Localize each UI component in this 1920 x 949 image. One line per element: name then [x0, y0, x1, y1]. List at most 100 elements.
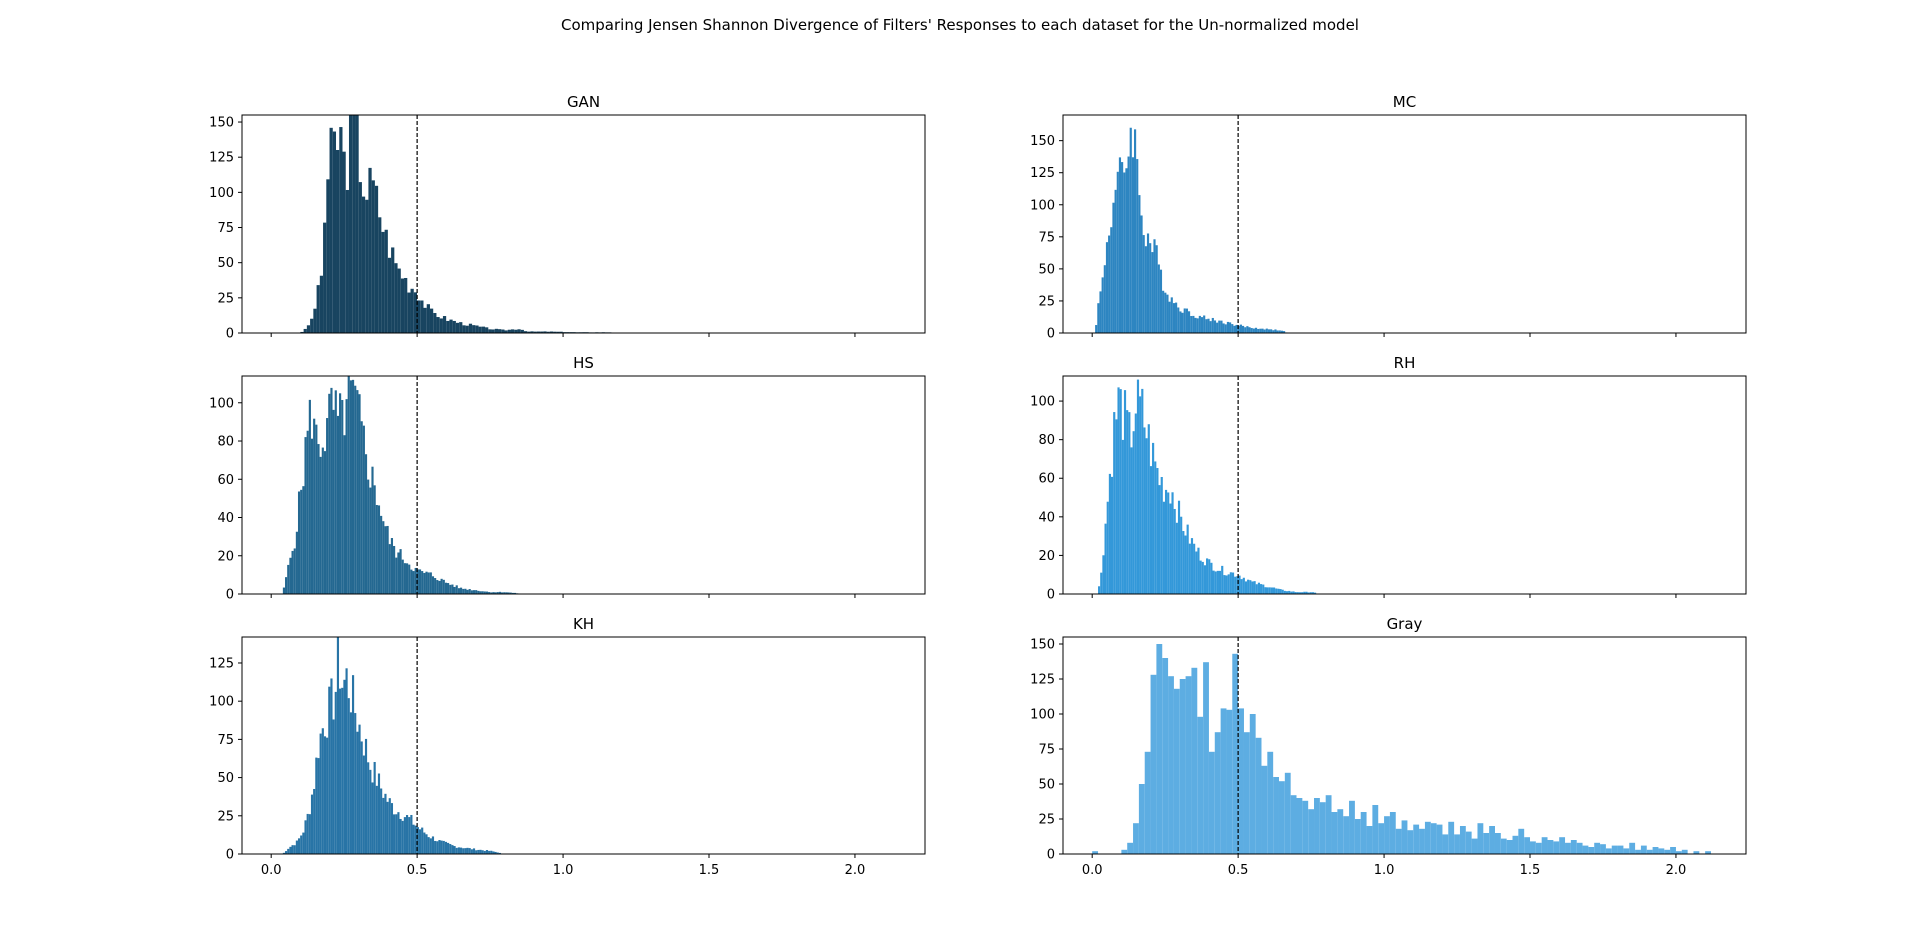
histogram-bar [1254, 327, 1258, 333]
histogram-bar [1524, 837, 1531, 854]
histogram-bar [1274, 329, 1277, 333]
histogram-bar [1272, 330, 1275, 333]
y-tick-label: 60 [217, 473, 234, 488]
histogram-bar [1221, 565, 1224, 594]
histogram-bar [1294, 592, 1297, 594]
histogram-bar [1147, 424, 1150, 594]
histogram-bar [1197, 716, 1204, 854]
histogram-bar [1617, 845, 1624, 854]
x-tick-label: 2.0 [1666, 863, 1687, 878]
histogram-bar [1141, 388, 1144, 594]
histogram-bar [427, 837, 430, 854]
histogram-bar [1646, 849, 1653, 854]
histogram-bar [449, 319, 453, 333]
histogram-bar [1565, 842, 1571, 854]
histogram-bar [1278, 781, 1285, 854]
histogram-bar [1149, 243, 1152, 333]
histogram-bar [1203, 315, 1206, 333]
histogram-bar [345, 668, 348, 854]
histogram-bar [483, 591, 486, 594]
histogram-bar [410, 569, 413, 594]
y-tick-label: 100 [1030, 198, 1055, 213]
histogram-bar [1158, 485, 1161, 594]
histogram-bar [511, 592, 514, 594]
histogram-bar [1401, 820, 1408, 854]
histogram-bar [1180, 516, 1183, 594]
histogram-bar [1179, 679, 1186, 854]
histogram-bar [1100, 572, 1103, 594]
y-tick-label: 0 [226, 848, 234, 863]
histogram-bar [310, 794, 314, 854]
histogram-bar [1301, 592, 1304, 594]
histogram-bar [1675, 851, 1682, 854]
histogram-bar [388, 544, 391, 594]
histogram-bar [546, 331, 550, 333]
y-tick-label: 50 [1038, 778, 1055, 793]
histogram-bar [1101, 277, 1104, 333]
histogram-bar [472, 590, 476, 594]
histogram-bar [1605, 848, 1612, 854]
histogram-bar [1243, 732, 1250, 854]
histogram-bar [1185, 308, 1188, 333]
histogram-bar [444, 582, 448, 594]
histogram-bar [434, 578, 437, 594]
histogram-bar [1152, 442, 1155, 594]
histogram-bar [417, 300, 421, 333]
histogram-bar [1459, 826, 1466, 854]
histogram-bar [371, 466, 374, 594]
subplot-mc: MC 0 25 50 75 100 125 150 [1030, 93, 1747, 342]
histogram-bar [1261, 328, 1264, 333]
histogram-bar [300, 835, 303, 854]
histogram-bar [501, 329, 505, 333]
histogram-bar [1175, 522, 1178, 594]
histogram-bar [1325, 795, 1332, 854]
histogram-bar [1311, 592, 1315, 594]
histogram-bar [361, 196, 366, 333]
histogram-bar [481, 591, 484, 594]
histogram-bar [295, 840, 298, 854]
histogram-bar [1260, 584, 1263, 594]
histogram-bar [418, 829, 422, 854]
histogram-bar [412, 571, 415, 594]
histogram-bar [421, 571, 424, 594]
histogram-bar [1298, 592, 1302, 594]
histogram-bar [1132, 431, 1135, 594]
histogram-bar [1705, 851, 1711, 854]
histogram-bars-gan [300, 115, 612, 333]
histogram-bar [1629, 842, 1636, 854]
histogram-bar [1121, 849, 1128, 854]
histogram-bar [1360, 812, 1367, 854]
histogram-bar [1162, 501, 1165, 594]
histogram-bar [1251, 581, 1254, 594]
histogram-bar [1138, 195, 1141, 333]
subplot-gray: Gray 0 25 50 75 100 125 150 0.0 0.5 1.0 1.5 2.0 [1030, 615, 1747, 878]
histogram-bar [358, 394, 361, 594]
histogram-bar [332, 131, 337, 333]
histogram-bar [302, 486, 305, 594]
x-tick-label: 1.0 [1374, 863, 1395, 878]
histogram-bar [1244, 581, 1248, 594]
histogram-bar [1205, 319, 1208, 333]
histogram-bar [408, 817, 411, 854]
histogram-bar [1126, 410, 1129, 594]
histogram-bar [1349, 800, 1355, 854]
histogram-bar [339, 688, 342, 854]
histogram-bar [1270, 587, 1273, 594]
histogram-bar [375, 504, 378, 594]
histogram-bar [1195, 551, 1198, 594]
histogram-bar [431, 576, 435, 594]
histogram-bar [423, 307, 427, 333]
histogram-bar [429, 572, 432, 594]
histogram-bar [492, 592, 495, 594]
histogram-bar [464, 848, 467, 854]
histogram-bar [433, 313, 437, 333]
histogram-bar [462, 848, 465, 854]
histogram-bar [1128, 412, 1131, 594]
histogram-bar [1188, 543, 1191, 594]
histogram-bars-rh [1098, 379, 1317, 594]
histogram-bar [447, 583, 450, 594]
histogram-bar [466, 589, 469, 594]
histogram-bar [1190, 538, 1194, 594]
histogram-bar [1168, 301, 1171, 333]
histogram-bars-kh [282, 637, 502, 854]
